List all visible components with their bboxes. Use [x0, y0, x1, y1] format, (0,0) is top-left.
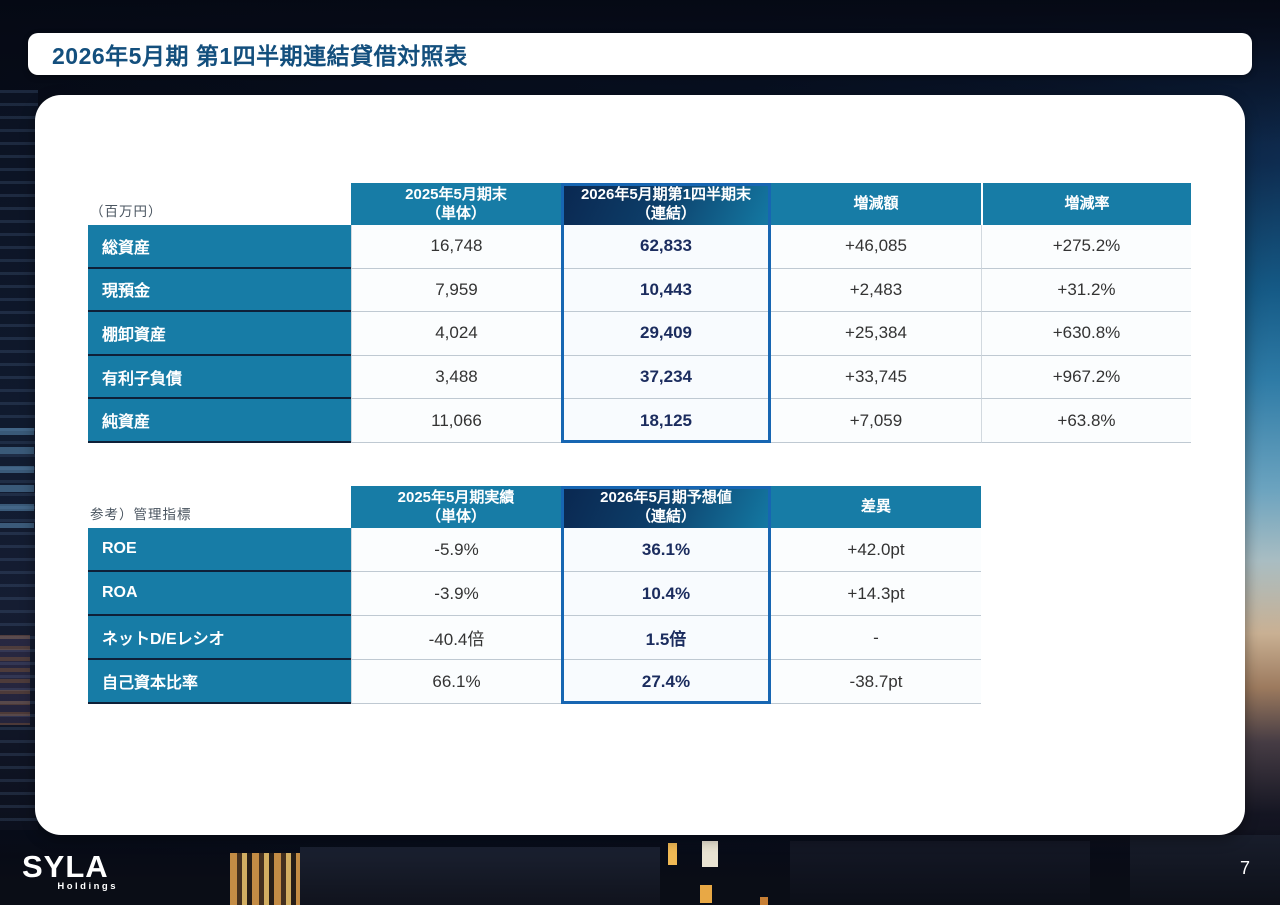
table1-cell: +63.8%	[981, 399, 1191, 443]
unit-label: （百万円）	[90, 204, 163, 219]
table1-header-change-amount: 増減額	[771, 183, 981, 225]
section-label: 参考）管理指標	[90, 507, 192, 522]
brand-logo-text: SYLA	[22, 849, 109, 884]
table1-header-change-rate: 増減率	[981, 183, 1191, 225]
balance-sheet-table: （百万円） 2025年5月期末 （単体） 2026年5月期第1四半期末 （連結）…	[88, 183, 1191, 443]
table2-header-prior-actual: 2025年5月期実績 （単体）	[351, 486, 561, 528]
table1-row-label-net-assets: 純資産	[88, 399, 351, 443]
table2-cell-highlight: 10.4%	[561, 572, 771, 616]
table1-cell: +2,483	[771, 268, 981, 313]
table1-cell: 3,488	[351, 355, 561, 400]
table2-cell: -	[771, 616, 981, 660]
table2-row-label-net-de-ratio: ネットD/Eレシオ	[88, 616, 351, 660]
table1-row-label-interest-bearing-debt: 有利子負債	[88, 355, 351, 400]
table1-cell-highlight: 10,443	[561, 268, 771, 313]
background-building-1	[300, 847, 660, 905]
title-bar: 2026年5月期 第1四半期連結貸借対照表	[28, 33, 1252, 75]
table2-header-difference: 差異	[771, 486, 981, 528]
table1-cell: 7,959	[351, 268, 561, 313]
table1-cell: 16,748	[351, 225, 561, 269]
page-number: 7	[1239, 858, 1250, 878]
background-window-4	[760, 897, 768, 905]
table1-cell-highlight: 62,833	[561, 225, 771, 269]
table2-cell: +42.0pt	[771, 528, 981, 572]
table2-corner: 参考）管理指標	[88, 486, 351, 528]
brand-logo-subtext: Holdings	[57, 881, 118, 892]
table1-row-label-cash: 現預金	[88, 268, 351, 313]
background-window-lights	[230, 853, 300, 905]
table1-cell: +967.2%	[981, 355, 1191, 400]
table1-cell: 11,066	[351, 399, 561, 443]
table1-cell: +46,085	[771, 225, 981, 269]
table1-cell-highlight: 29,409	[561, 312, 771, 356]
background-left-warm-lights	[0, 635, 30, 725]
background-building-2	[790, 841, 1090, 905]
table2-cell-highlight: 36.1%	[561, 528, 771, 572]
table1-cell: +25,384	[771, 312, 981, 356]
table2-row-label-equity-ratio: 自己資本比率	[88, 660, 351, 704]
table1-cell: +31.2%	[981, 268, 1191, 313]
slide-card: （百万円） 2025年5月期末 （単体） 2026年5月期第1四半期末 （連結）…	[35, 95, 1245, 835]
background-building-3	[1130, 835, 1280, 905]
table1-cell-highlight: 37,234	[561, 355, 771, 400]
table2-cell-highlight: 27.4%	[561, 660, 771, 704]
table2-cell: 66.1%	[351, 660, 561, 704]
brand-logo: SYLA Holdings	[22, 849, 118, 892]
background-left-building	[0, 90, 38, 830]
table2-cell: -3.9%	[351, 572, 561, 616]
table1-cell: 4,024	[351, 312, 561, 356]
table1-row-label-total-assets: 総資産	[88, 225, 351, 269]
page-title: 2026年5月期 第1四半期連結貸借対照表	[52, 43, 468, 69]
table1-header-current-quarter: 2026年5月期第1四半期末 （連結）	[561, 183, 771, 225]
management-indicators-table: 参考）管理指標 2025年5月期実績 （単体） 2026年5月期予想値 （連結）…	[88, 486, 981, 704]
table2-row-label-roa: ROA	[88, 572, 351, 616]
table1-corner: （百万円）	[88, 183, 351, 225]
background-window-3	[700, 885, 712, 903]
table2-cell: -38.7pt	[771, 660, 981, 704]
table2-cell: +14.3pt	[771, 572, 981, 616]
background-window-1	[702, 841, 718, 867]
table1-cell: +275.2%	[981, 225, 1191, 269]
table2-header-forecast: 2026年5月期予想値 （連結）	[561, 486, 771, 528]
background-window-2	[668, 843, 677, 865]
table1-cell: +7,059	[771, 399, 981, 443]
table1-header-prior-period: 2025年5月期末 （単体）	[351, 183, 561, 225]
background-left-glass-windows	[0, 428, 34, 528]
table1-cell-highlight: 18,125	[561, 399, 771, 443]
table2-row-label-roe: ROE	[88, 528, 351, 572]
table1-row-label-inventory: 棚卸資産	[88, 312, 351, 356]
table1-cell: +630.8%	[981, 312, 1191, 356]
table1-cell: +33,745	[771, 355, 981, 400]
table2-cell: -5.9%	[351, 528, 561, 572]
table2-cell: -40.4倍	[351, 616, 561, 660]
table2-cell-highlight: 1.5倍	[561, 616, 771, 660]
